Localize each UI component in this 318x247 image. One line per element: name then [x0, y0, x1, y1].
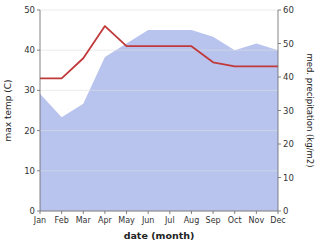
y-tick-label: 10: [24, 166, 35, 176]
x-tick-label: Nov: [249, 216, 265, 225]
y-axis-label: max temp (C): [3, 79, 13, 141]
y2-tick: [278, 43, 281, 44]
x-tick-label: Aug: [184, 216, 200, 225]
plot-area: [40, 30, 278, 211]
y-tick: [37, 90, 40, 91]
x-tick: [278, 211, 279, 214]
y2-tick-label: 0: [283, 206, 288, 216]
x-tick: [256, 211, 257, 214]
x-tick: [104, 211, 105, 214]
x-tick: [40, 211, 41, 214]
plot-area-lines: [40, 26, 278, 78]
grid-line: [40, 170, 278, 171]
y2-tick: [278, 10, 281, 11]
background: [0, 0, 318, 247]
y2-axis-label: med. precipitation (kg/m2): [305, 53, 315, 167]
x-axis-line: [40, 211, 278, 212]
x-tick-label: Jan: [33, 216, 46, 225]
x-tick-label: May: [118, 216, 135, 225]
grid-line: [40, 50, 278, 51]
grid-line: [40, 211, 278, 212]
y2-tick-label: 10: [283, 173, 294, 183]
y2-tick-label: 20: [283, 139, 294, 149]
x-tick: [191, 211, 192, 214]
x-tick-label: Dec: [270, 216, 285, 225]
y-tick: [37, 130, 40, 131]
grid: [40, 10, 278, 211]
x-tick: [61, 211, 62, 214]
line: [40, 26, 278, 78]
y-tick: [37, 50, 40, 51]
y2-tick: [278, 77, 281, 78]
y2-tick: [278, 177, 281, 178]
axes: JanFebMarAprMayJunJulAugSepOctNovDec0102…: [24, 5, 294, 225]
y2-tick-label: 30: [283, 106, 294, 116]
x-tick: [148, 211, 149, 214]
x-tick: [213, 211, 214, 214]
chart: JanFebMarAprMayJunJulAugSepOctNovDec0102…: [0, 0, 318, 247]
x-tick: [234, 211, 235, 214]
x-tick-label: Feb: [55, 216, 69, 225]
y2-tick-label: 40: [283, 72, 294, 82]
y-tick: [37, 10, 40, 11]
y-tick-label: 40: [24, 45, 35, 55]
x-tick-label: Jul: [164, 216, 175, 225]
y2-tick-label: 60: [283, 5, 294, 15]
x-tick-label: Apr: [98, 216, 113, 225]
x-tick: [169, 211, 170, 214]
x-axis-label: date (month): [124, 230, 195, 241]
y2-tick: [278, 211, 281, 212]
grid-line: [40, 90, 278, 91]
y-tick: [37, 211, 40, 212]
y-tick-label: 20: [24, 126, 35, 136]
x-tick-label: Oct: [228, 216, 242, 225]
grid-line: [40, 10, 278, 11]
x-tick: [83, 211, 84, 214]
y-tick-label: 30: [24, 85, 35, 95]
x-tick-label: Mar: [76, 216, 92, 225]
x-tick-label: Jun: [141, 216, 155, 225]
y2-tick: [278, 144, 281, 145]
y-tick-label: 50: [24, 5, 35, 15]
x-tick: [126, 211, 127, 214]
y2-tick-label: 50: [283, 39, 294, 49]
y-tick: [37, 170, 40, 171]
x-tick-label: Sep: [206, 216, 221, 225]
y2-tick: [278, 110, 281, 111]
y-tick-label: 0: [30, 206, 35, 216]
area: [40, 30, 278, 211]
y-axis-line: [40, 10, 41, 211]
grid-line: [40, 130, 278, 131]
